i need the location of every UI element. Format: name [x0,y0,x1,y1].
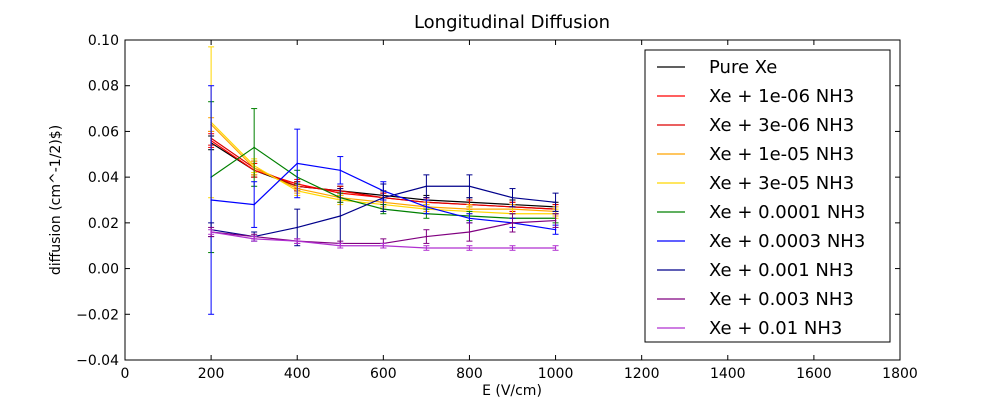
chart-title: Longitudinal Diffusion [414,12,610,33]
legend-item: Xe + 0.0001 NH3 [657,202,865,223]
legend-label: Xe + 1e-05 NH3 [709,144,854,165]
y-tick-label: 0.10 [88,33,119,49]
data-point [425,247,428,249]
x-tick-label: 1000 [538,366,574,382]
legend-label: Xe + 3e-05 NH3 [709,173,854,194]
legend-box [644,49,891,343]
data-point [296,226,299,229]
legend: Pure Xe Xe + 1e-06 NH3 Xe + 3e-06 NH3 Xe + … [644,49,891,343]
x-tick-label: 600 [370,366,397,382]
y-tick-label: 0.04 [88,170,119,186]
data-point [511,247,514,249]
data-point [425,206,428,208]
series-layer [208,46,559,315]
y-tick-label: 0.08 [88,79,119,95]
legend-item: Xe + 3e-06 NH3 [657,115,854,136]
data-point [296,240,299,242]
y-tick-label: 0.00 [88,262,119,278]
data-point [339,169,342,172]
data-point [468,217,471,220]
legend-label: Xe + 0.0001 NH3 [709,202,865,223]
data-point [210,231,212,233]
data-point [382,196,385,199]
y-tick-label: −0.04 [76,353,119,369]
data-point [554,201,557,204]
data-point [339,215,342,217]
data-point [253,203,255,206]
x-tick-label: 1800 [882,366,918,382]
legend-label: Xe + 1e-06 NH3 [709,86,854,107]
x-tick-label: 1400 [710,366,746,382]
legend-label: Pure Xe [709,57,777,78]
x-tick-label: 400 [284,366,311,382]
legend-label: Xe + 0.0003 NH3 [709,231,865,252]
data-point [554,247,557,249]
legend-item: Xe + 0.0003 NH3 [657,231,865,252]
x-axis-label: E (V/cm) [482,383,542,399]
data-point [425,185,428,188]
data-point [253,146,255,149]
legend-label: Xe + 0.003 NH3 [709,289,854,310]
data-point [296,162,299,165]
x-tick-label: 800 [456,366,483,382]
x-tick-label: 1600 [796,366,832,382]
x-tick-label: 200 [198,366,225,382]
x-tick-label: 0 [121,366,130,382]
data-point [210,199,212,201]
data-point [468,247,471,249]
legend-label: Xe + 3e-06 NH3 [709,115,854,136]
legend-item: Xe + 1e-05 NH3 [657,144,854,165]
legend-item: Xe + 0.01 NH3 [657,318,842,339]
legend-item: Xe + 0.003 NH3 [657,289,854,310]
legend-label: Xe + 0.001 NH3 [709,260,854,281]
data-point [339,244,342,247]
series [208,174,559,247]
x-axis: 0 200 400 600 800 1000 1200 1400 1600 1800 [121,40,918,382]
y-tick-label: 0.06 [88,124,119,140]
legend-item: Pure Xe [657,57,777,78]
data-point [382,244,385,247]
x-tick-label: 1200 [624,366,660,382]
legend-label: Xe + 0.01 NH3 [709,318,842,339]
data-point [468,185,471,188]
data-point [425,235,428,238]
data-point [511,196,514,199]
y-axis-label: diffusion (cm^-1/2)$) [48,125,64,275]
data-point [468,231,471,233]
y-tick-label: −0.02 [76,307,119,323]
y-tick-label: 0.02 [88,216,119,232]
legend-item: Xe + 0.001 NH3 [657,260,854,281]
data-point [554,219,557,222]
legend-item: Xe + 3e-05 NH3 [657,173,854,194]
legend-item: Xe + 1e-06 NH3 [657,86,854,107]
data-point [554,228,557,231]
series [208,229,559,251]
data-point [511,222,514,224]
y-axis: −0.04 −0.02 0.00 0.02 0.04 0.06 0.08 0.10 [76,33,900,369]
data-point [253,238,255,240]
